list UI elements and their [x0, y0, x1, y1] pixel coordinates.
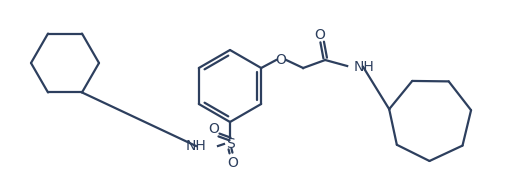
- Text: NH: NH: [185, 139, 206, 153]
- Text: S: S: [226, 137, 234, 151]
- Text: O: O: [208, 122, 220, 136]
- Text: O: O: [315, 28, 325, 42]
- Text: NH: NH: [353, 60, 374, 74]
- Text: O: O: [228, 156, 238, 170]
- Text: O: O: [276, 53, 286, 67]
